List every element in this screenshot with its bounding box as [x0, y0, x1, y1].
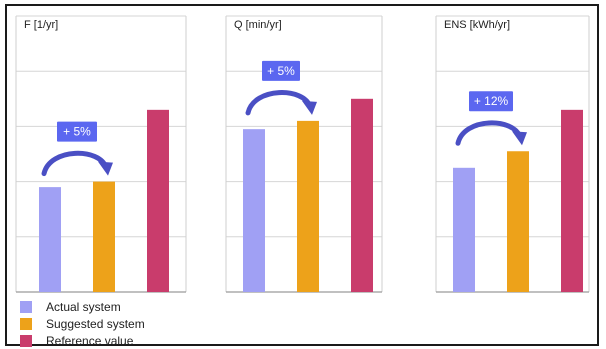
chart-panel-1: F [1/yr] + 5% — [15, 15, 187, 293]
legend-item-actual: Actual system — [20, 298, 145, 315]
annotation-arrowhead-3 — [512, 131, 527, 146]
chart-title-3: ENS [kWh/yr] — [444, 19, 510, 31]
bar-actual — [243, 129, 265, 292]
annotation-label-1: + 5% — [63, 125, 91, 139]
legend-swatch-suggested — [20, 317, 32, 330]
annotation-box-3 — [469, 91, 513, 112]
annotation-box-1 — [57, 121, 97, 142]
bar-suggested — [297, 120, 319, 292]
annotation-arrow-2 — [245, 90, 313, 116]
annotation-arrowhead-2 — [302, 100, 317, 115]
legend-label-actual: Actual system — [46, 299, 121, 314]
legend-label-reference: Reference value — [46, 333, 134, 348]
bar-suggested — [93, 181, 115, 292]
legend-item-reference: Reference value — [20, 332, 145, 349]
bar-reference — [147, 109, 169, 292]
legend-label-suggested: Suggested system — [46, 316, 145, 331]
bar-suggested — [507, 151, 529, 292]
chart-title-1: F [1/yr] — [24, 19, 58, 31]
legend-swatch-actual — [20, 300, 32, 313]
bar-reference — [561, 109, 583, 292]
annotation-arrow-1 — [41, 150, 109, 177]
annotation-box-2 — [262, 60, 300, 81]
bar-actual — [39, 187, 61, 292]
legend-swatch-reference — [20, 334, 32, 347]
annotation-label-3: + 12% — [474, 94, 509, 108]
chart-panel-3: ENS [kWh/yr] + 12% — [435, 15, 590, 293]
legend: Actual system Suggested system Reference… — [20, 298, 145, 349]
bar-reference — [351, 98, 373, 292]
chart-title-2: Q [min/yr] — [234, 19, 282, 31]
chart-panel-2: Q [min/yr] + 5% — [225, 15, 383, 293]
bar-actual — [453, 167, 475, 292]
legend-item-suggested: Suggested system — [20, 315, 145, 332]
annotation-arrowhead-1 — [98, 161, 113, 176]
annotation-label-2: + 5% — [267, 64, 295, 78]
